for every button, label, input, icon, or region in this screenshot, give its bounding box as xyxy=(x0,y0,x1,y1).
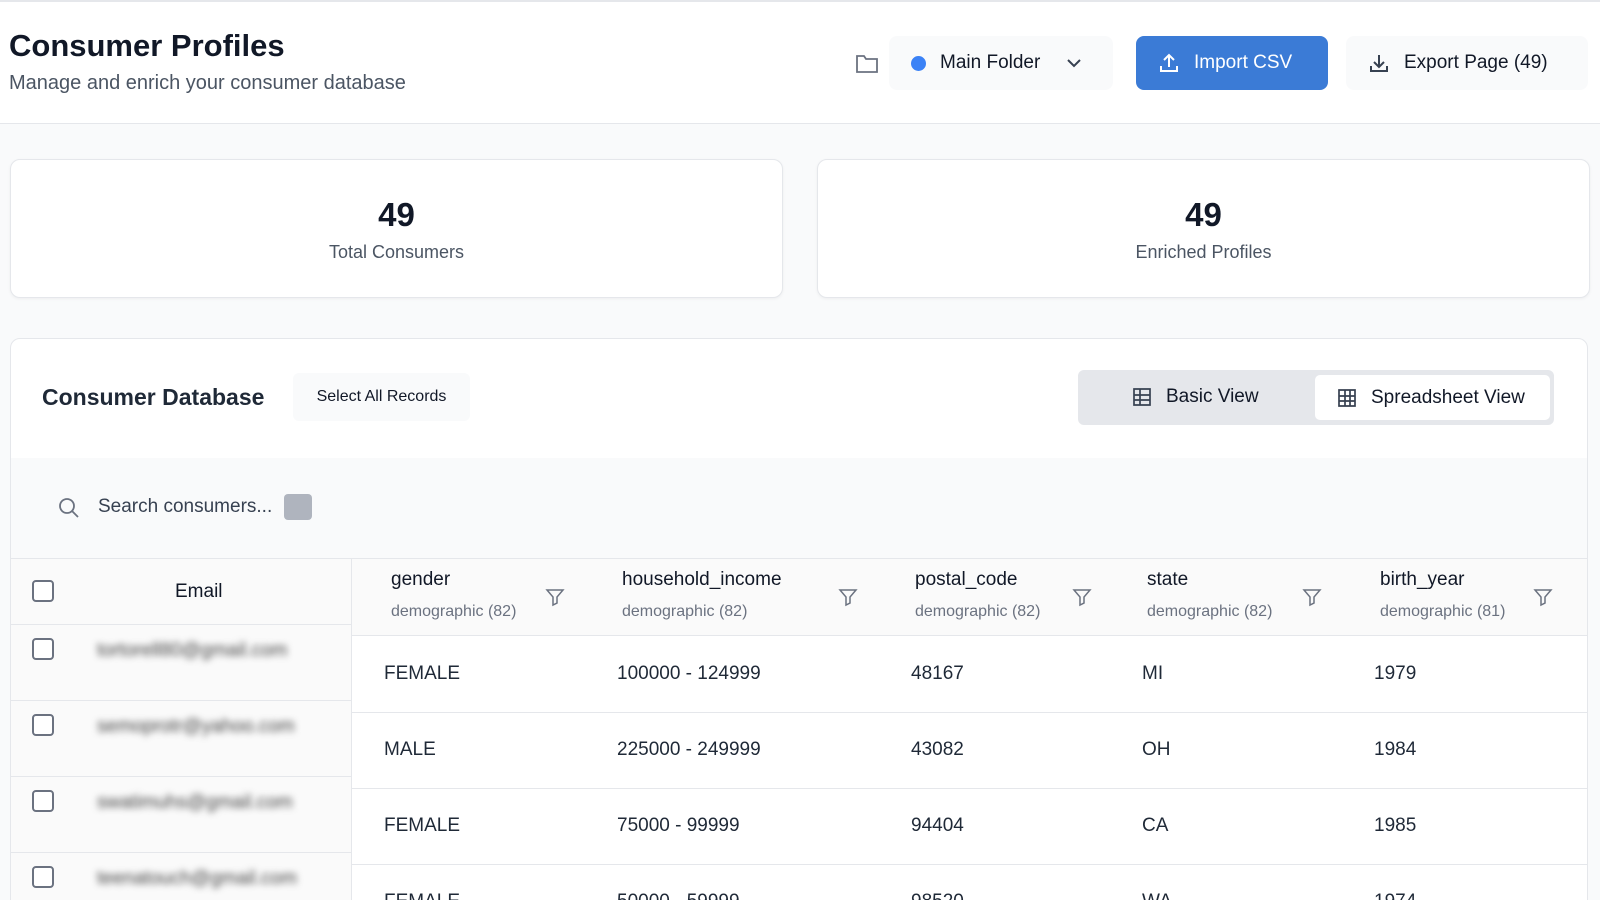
select-all-checkbox[interactable] xyxy=(32,580,54,602)
row-divider xyxy=(352,788,1587,789)
cell-value: 50000 - 59999 xyxy=(617,891,740,900)
email: teenatouch@gmail.com xyxy=(97,868,297,889)
folder-select[interactable]: Main Folder xyxy=(889,36,1113,90)
funnel xyxy=(1533,589,1553,607)
grid-icon xyxy=(1133,388,1151,406)
view-label: Basic View xyxy=(1166,386,1259,407)
page-subtitle: Manage and enrich your consumer database xyxy=(9,72,406,94)
export-button[interactable]: Export Page (49) xyxy=(1346,36,1588,90)
column-name: postal_code xyxy=(915,569,1018,590)
column-source: demographic (82) xyxy=(391,603,517,620)
import-button[interactable]: Import CSV xyxy=(1136,36,1328,90)
cell-value: FEMALE xyxy=(384,815,461,836)
cell-value: FEMALE xyxy=(384,891,460,900)
filter-icon[interactable] xyxy=(545,587,565,607)
column-name: state xyxy=(1147,569,1189,590)
funnel xyxy=(545,589,565,607)
search-bar xyxy=(11,458,1587,558)
email-divider xyxy=(11,700,352,701)
cell-value: 1985 xyxy=(1374,815,1417,836)
row-checkbox[interactable] xyxy=(32,714,54,736)
column-source: demographic (81) xyxy=(1380,603,1506,620)
email: tortorell80@gmail.com xyxy=(97,640,288,661)
email-divider xyxy=(11,852,352,853)
folder-icon xyxy=(856,55,878,73)
search-input[interactable]: Search consumers... xyxy=(98,496,273,517)
view-label: Spreadsheet View xyxy=(1371,386,1525,408)
header-divider xyxy=(11,624,352,625)
row-checkbox[interactable] xyxy=(32,790,54,812)
email: semoprotr@yahoo.com xyxy=(97,716,295,737)
stat-value: 49 xyxy=(378,196,415,233)
cell-value: 75000 - 99999 xyxy=(617,815,740,836)
column-source: demographic (82) xyxy=(622,603,748,620)
cell-value: 1974 xyxy=(1374,891,1416,900)
stat-label: Total Consumers xyxy=(328,242,465,262)
cell-value: CA xyxy=(1142,815,1169,836)
grid-icon xyxy=(1338,388,1356,407)
email: swatimuhs@gmail.com xyxy=(97,792,293,813)
cell-value: 1979 xyxy=(1374,663,1417,684)
spreadsheet-view-button[interactable]: Spreadsheet View xyxy=(1315,375,1550,420)
column-name: birth_year xyxy=(1380,569,1465,590)
cell-value: 43082 xyxy=(911,739,964,760)
folder-dot xyxy=(911,55,926,71)
column-source: demographic (82) xyxy=(915,603,1041,620)
filter-icon[interactable] xyxy=(838,587,858,607)
email-header: Email xyxy=(175,581,223,602)
cell-value: 1984 xyxy=(1374,739,1417,760)
table: Email gender demographic (82) household_inc… xyxy=(11,558,1587,900)
top-bar xyxy=(0,0,1600,124)
cell-value: MALE xyxy=(384,739,436,760)
database-title: Consumer Database xyxy=(42,384,265,410)
folder-name: Main Folder xyxy=(940,52,1041,73)
basic-view-button[interactable]: Basic View xyxy=(1110,372,1281,422)
cell-value: 94404 xyxy=(911,815,964,836)
email-divider xyxy=(11,776,352,777)
chevron xyxy=(1067,59,1082,68)
cell-value: WA xyxy=(1142,891,1172,900)
column-name: household_income xyxy=(622,569,782,590)
column-source: demographic (82) xyxy=(1147,603,1273,620)
download-icon xyxy=(1370,55,1388,72)
search-icon xyxy=(59,498,79,518)
funnel xyxy=(1302,589,1322,607)
page-title: Consumer Profiles xyxy=(9,28,285,63)
header-row xyxy=(352,559,1587,636)
row-divider xyxy=(352,712,1587,713)
row-checkbox[interactable] xyxy=(32,866,54,888)
row-divider xyxy=(352,864,1587,865)
funnel xyxy=(1072,589,1092,607)
cell-value: 98520 xyxy=(911,891,964,900)
filter-icon[interactable] xyxy=(1533,587,1553,607)
filter-icon[interactable] xyxy=(1302,587,1322,607)
cell-value: FEMALE xyxy=(384,663,461,684)
filter-icon[interactable] xyxy=(1072,587,1092,607)
stat-card: 49 Total Consumers xyxy=(10,159,783,298)
cell-value: OH xyxy=(1142,739,1171,760)
cell-value: MI xyxy=(1142,663,1164,684)
funnel xyxy=(838,589,858,607)
select-all-button[interactable]: Select All Records xyxy=(293,373,470,421)
column-name: gender xyxy=(391,569,451,590)
stat-value: 49 xyxy=(1185,196,1222,233)
cell-value: 100000 - 124999 xyxy=(617,663,761,684)
cell-value: 48167 xyxy=(911,663,964,684)
upload-icon xyxy=(1160,53,1178,72)
import-label: Import CSV xyxy=(1194,52,1293,73)
row-checkbox[interactable] xyxy=(32,638,54,660)
stat-label: Enriched Profiles xyxy=(1135,242,1272,262)
stat-card: 49 Enriched Profiles xyxy=(817,159,1590,298)
export-label: Export Page (49) xyxy=(1404,52,1548,73)
sticky-column xyxy=(11,559,352,900)
cell-value: 225000 - 249999 xyxy=(617,739,761,760)
search-addon xyxy=(284,494,312,520)
